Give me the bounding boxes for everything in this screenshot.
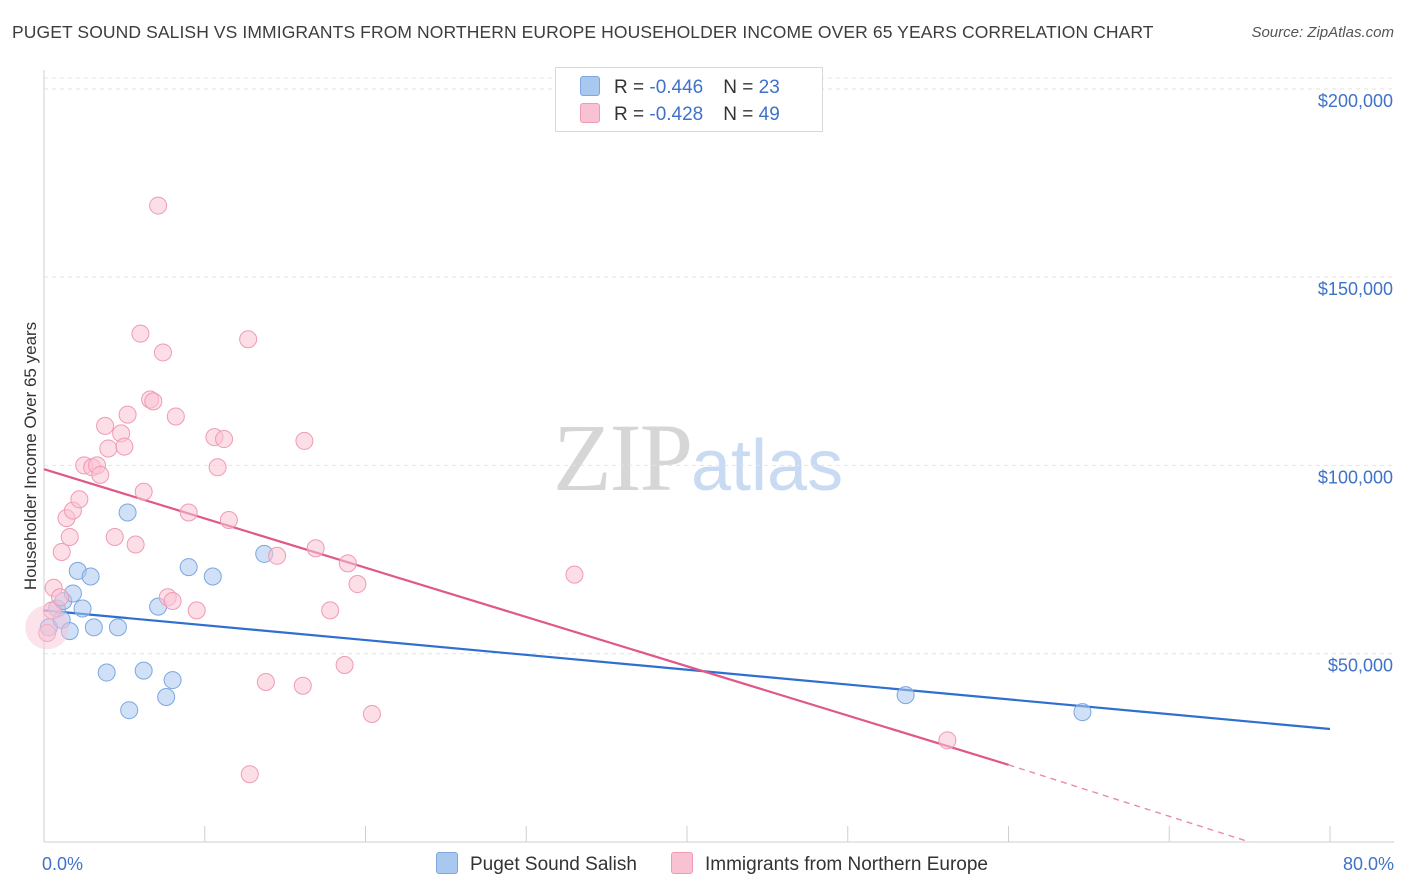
point-northern-europe (70, 490, 89, 509)
legend-item-northern-europe[interactable]: Immigrants from Northern Europe (671, 852, 988, 876)
point-northern-europe (215, 430, 234, 449)
legend-swatch-blue (580, 76, 600, 96)
point-puget-sound-salish (73, 599, 92, 618)
point-northern-europe (208, 458, 227, 477)
point-northern-europe (153, 343, 172, 362)
point-northern-europe (126, 535, 145, 554)
point-northern-europe (60, 527, 79, 546)
point-northern-europe (118, 405, 137, 424)
y-axis-title: Householder Income Over 65 years (21, 322, 40, 590)
point-puget-sound-salish (157, 688, 176, 707)
legend-row-northern-europe: R = -0.428 N = 49 (580, 103, 780, 127)
point-puget-sound-salish (97, 663, 116, 682)
point-northern-europe (219, 511, 238, 530)
watermark-atlas: atlas (691, 426, 844, 506)
point-northern-europe (335, 656, 354, 675)
trend-line-northern-europe-extrapolated (1008, 764, 1250, 843)
point-northern-europe (91, 465, 110, 484)
point-northern-europe (256, 672, 275, 691)
series-legend: Puget Sound Salish Immigrants from North… (0, 852, 1406, 878)
source-attribution: Source: ZipAtlas.com (1251, 24, 1394, 41)
point-northern-europe (115, 437, 134, 456)
legend-n-label: N = (723, 77, 759, 98)
legend-n-value: 23 (758, 77, 780, 98)
legend-r-value: -0.446 (649, 77, 704, 98)
point-northern-europe (96, 416, 115, 435)
point-puget-sound-salish (163, 671, 182, 690)
legend-r-label: R = (614, 104, 650, 125)
y-tick-label: $200,000 (1318, 91, 1393, 111)
x-tick-label-max: 80.0% (1343, 854, 1394, 874)
point-northern-europe (306, 539, 325, 558)
point-northern-europe (938, 731, 957, 750)
zipatlas-watermark: ZIPatlas (553, 402, 843, 513)
legend-r-label: R = (614, 77, 650, 98)
point-northern-europe (348, 575, 367, 594)
point-northern-europe (131, 324, 150, 343)
point-northern-europe (240, 765, 259, 784)
legend-label-puget: Puget Sound Salish (470, 854, 637, 875)
point-puget-sound-salish (118, 503, 137, 522)
point-northern-europe (105, 527, 124, 546)
series-northern-europe-points (25, 196, 957, 784)
y-tick-label: $100,000 (1318, 467, 1393, 487)
point-northern-europe (38, 623, 57, 642)
tick-labels: $50,000 $100,000 $150,000 $200,000 0.0% 80.0%… (21, 91, 1394, 874)
point-puget-sound-salish (134, 661, 153, 680)
gridlines (44, 77, 1394, 655)
point-puget-sound-salish (108, 618, 127, 637)
point-northern-europe (144, 392, 163, 411)
point-northern-europe (362, 704, 381, 723)
point-puget-sound-salish (896, 686, 915, 705)
y-tick-label: $150,000 (1318, 279, 1393, 299)
correlation-legend: R = -0.446 N = 23 R = -0.428 N = 49 (555, 67, 823, 132)
point-northern-europe (52, 543, 71, 562)
point-puget-sound-salish (81, 567, 100, 586)
point-northern-europe-cluster (25, 605, 70, 650)
trend-line-northern-europe (43, 468, 1009, 766)
point-northern-europe (43, 601, 62, 620)
point-northern-europe (134, 482, 153, 501)
point-northern-europe (149, 196, 168, 215)
point-northern-europe (166, 407, 185, 426)
point-northern-europe (338, 554, 357, 573)
y-tick-label: $50,000 (1328, 656, 1393, 676)
point-puget-sound-salish (84, 618, 103, 637)
legend-item-puget-sound-salish[interactable]: Puget Sound Salish (436, 852, 637, 876)
point-northern-europe (51, 588, 70, 607)
legend-swatch-pink (671, 852, 693, 874)
point-northern-europe (99, 439, 118, 458)
point-puget-sound-salish (179, 558, 198, 577)
point-northern-europe (321, 601, 340, 620)
point-northern-europe (565, 565, 584, 584)
trend-lines (43, 468, 1331, 843)
point-puget-sound-salish (120, 701, 139, 720)
point-northern-europe (295, 431, 314, 450)
point-northern-europe (179, 503, 198, 522)
point-puget-sound-salish (1073, 703, 1092, 722)
point-northern-europe (187, 601, 206, 620)
x-tick-label-min: 0.0% (42, 854, 83, 874)
legend-row-puget: R = -0.446 N = 23 (580, 76, 780, 100)
trend-line-puget (43, 609, 1331, 731)
watermark-zip: ZIP (553, 404, 693, 511)
legend-n-label: N = (723, 104, 759, 125)
point-puget-sound-salish (203, 567, 222, 586)
chart-title: PUGET SOUND SALISH VS IMMIGRANTS FROM NO… (12, 22, 1154, 42)
legend-label-northern-europe: Immigrants from Northern Europe (705, 854, 988, 875)
axes (43, 70, 1394, 843)
legend-swatch-blue (436, 852, 458, 874)
point-northern-europe (293, 676, 312, 695)
point-northern-europe (239, 330, 258, 349)
legend-n-value: 49 (758, 104, 780, 125)
legend-r-value: -0.428 (649, 104, 704, 125)
point-puget-sound-salish (60, 622, 79, 641)
legend-swatch-pink (580, 103, 600, 123)
point-northern-europe (163, 591, 182, 610)
point-northern-europe (268, 546, 287, 565)
